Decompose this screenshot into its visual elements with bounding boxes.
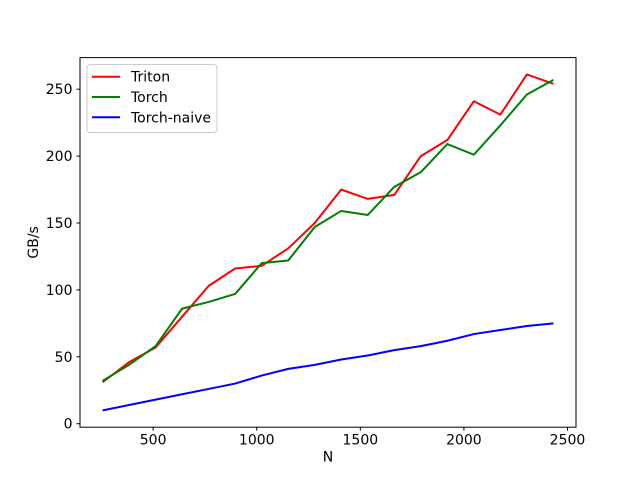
legend-box <box>86 64 218 133</box>
series-line-torch <box>102 78 554 382</box>
x-axis-tick-label: 2000 <box>446 433 482 449</box>
y-axis-tick-label: 50 <box>55 350 73 366</box>
y-axis-tick-label: 200 <box>46 149 73 165</box>
series-line-triton <box>101 73 554 384</box>
y-axis-tick-label: 150 <box>46 216 73 232</box>
y-axis-tick-label: 250 <box>46 82 73 98</box>
x-axis-label: N <box>323 450 333 466</box>
legend-item-torch-naive: Torch-naive <box>92 110 211 126</box>
legend-item-triton: Triton <box>92 70 170 86</box>
series-line-torch-naive <box>102 322 554 412</box>
legend-item-torch: Torch <box>92 90 168 106</box>
x-axis-tick-label: 500 <box>140 433 167 449</box>
y-axis: 0 50 100 150 200 250 <box>46 82 80 433</box>
x-axis-tick-label: 2500 <box>550 433 586 449</box>
legend: Triton Torch Torch-naive <box>86 64 218 133</box>
y-axis-tick-label: 100 <box>46 283 73 299</box>
x-axis-tick-label: 1500 <box>343 433 379 449</box>
plot-border <box>79 57 577 428</box>
legend-label: Torch-naive <box>130 110 211 126</box>
y-axis-tick-label: 0 <box>64 417 73 433</box>
y-axis-label: GB/s <box>26 226 42 258</box>
x-axis-tick-label: 1000 <box>239 433 275 449</box>
legend-label: Torch <box>130 90 168 106</box>
legend-label: Triton <box>130 70 170 86</box>
x-axis: 500 1000 1500 2000 2500 <box>140 427 586 449</box>
